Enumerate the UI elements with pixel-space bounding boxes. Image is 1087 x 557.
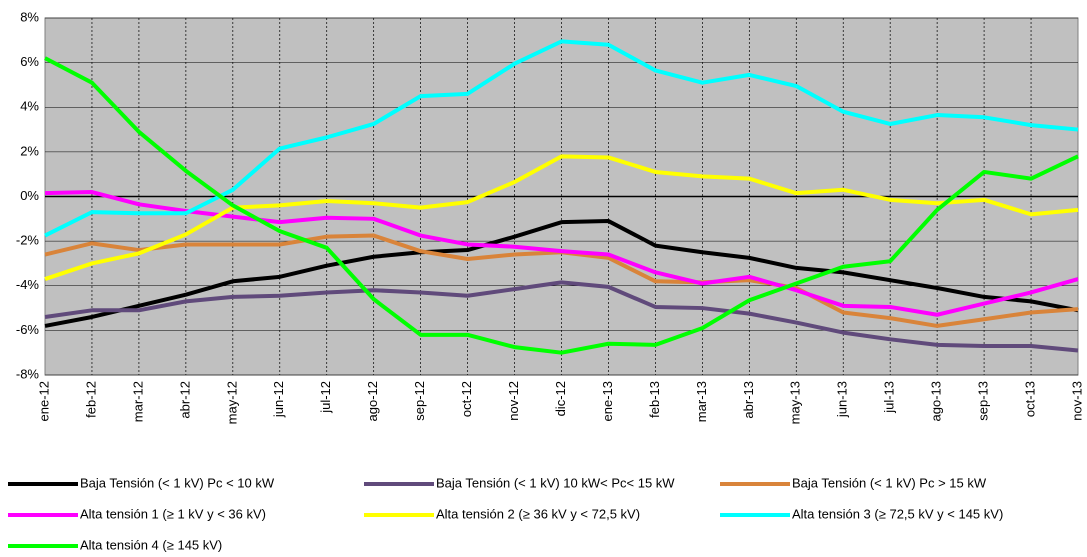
x-tick-label: ago-13 <box>929 381 944 421</box>
x-tick-label: mar-13 <box>694 381 709 422</box>
x-tick-label: abr-12 <box>177 381 192 419</box>
y-tick-label: -4% <box>16 277 40 292</box>
legend-label: Baja Tensión (< 1 kV) Pc > 15 kW <box>792 475 987 490</box>
x-tick-label: ene-13 <box>600 381 615 421</box>
x-tick-label: sep-12 <box>412 381 427 421</box>
series-line <box>44 219 1079 328</box>
y-tick-label: -2% <box>16 233 40 248</box>
x-tick-label: ene-12 <box>36 381 51 421</box>
legend-label: Alta tensión 3 (≥ 72,5 kV y < 145 kV) <box>792 506 1003 521</box>
y-tick-label: 2% <box>20 143 39 158</box>
x-tick-label: feb-13 <box>647 381 662 418</box>
x-tick-label: feb-12 <box>83 381 98 418</box>
legend-label: Baja Tensión (< 1 kV) 10 kW< Pc< 15 kW <box>436 475 675 490</box>
legend-label: Alta tensión 4 (≥ 145 kV) <box>80 537 222 552</box>
y-tick-label: 4% <box>20 99 39 114</box>
y-tick-label: -6% <box>16 322 40 337</box>
legend-label: Alta tensión 1 (≥ 1 kV y < 36 kV) <box>80 506 266 521</box>
legend-label: Baja Tensión (< 1 kV) Pc < 10 kW <box>80 475 275 490</box>
x-tick-label: nov-12 <box>506 381 521 421</box>
x-tick-label: oct-12 <box>459 381 474 417</box>
x-tick-label: sep-13 <box>976 381 991 421</box>
series-line <box>44 56 1079 355</box>
series-line <box>44 154 1079 281</box>
y-tick-label: 0% <box>20 188 39 203</box>
x-tick-label: jul-13 <box>882 381 897 414</box>
y-tick-label: 6% <box>20 54 39 69</box>
x-tick-label: jun-13 <box>835 381 850 418</box>
y-tick-label: -8% <box>16 366 40 381</box>
legend-label: Alta tensión 2 (≥ 36 kV y < 72,5 kV) <box>436 506 640 521</box>
x-tick-label: nov-13 <box>1069 381 1084 421</box>
series-line <box>44 39 1079 238</box>
x-tick-label: dic-12 <box>553 381 568 416</box>
x-tick-label: abr-13 <box>741 381 756 419</box>
y-tick-label: 8% <box>20 9 39 24</box>
x-tick-label: oct-13 <box>1022 381 1037 417</box>
x-tick-label: jul-12 <box>318 381 333 414</box>
x-tick-label: may-12 <box>224 381 239 424</box>
x-tick-label: jun-12 <box>271 381 286 418</box>
x-tick-label: ago-12 <box>365 381 380 421</box>
x-tick-label: mar-12 <box>130 381 145 422</box>
x-tick-label: may-13 <box>788 381 803 424</box>
series-line <box>44 280 1079 353</box>
